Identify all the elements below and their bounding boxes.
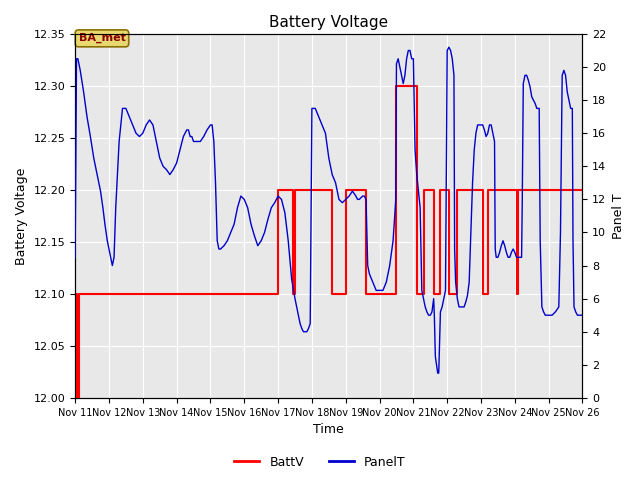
Y-axis label: Battery Voltage: Battery Voltage	[15, 167, 28, 264]
Text: BA_met: BA_met	[79, 33, 125, 44]
Title: Battery Voltage: Battery Voltage	[269, 15, 388, 30]
Legend: BattV, PanelT: BattV, PanelT	[229, 451, 411, 474]
X-axis label: Time: Time	[314, 423, 344, 436]
Y-axis label: Panel T: Panel T	[612, 193, 625, 239]
